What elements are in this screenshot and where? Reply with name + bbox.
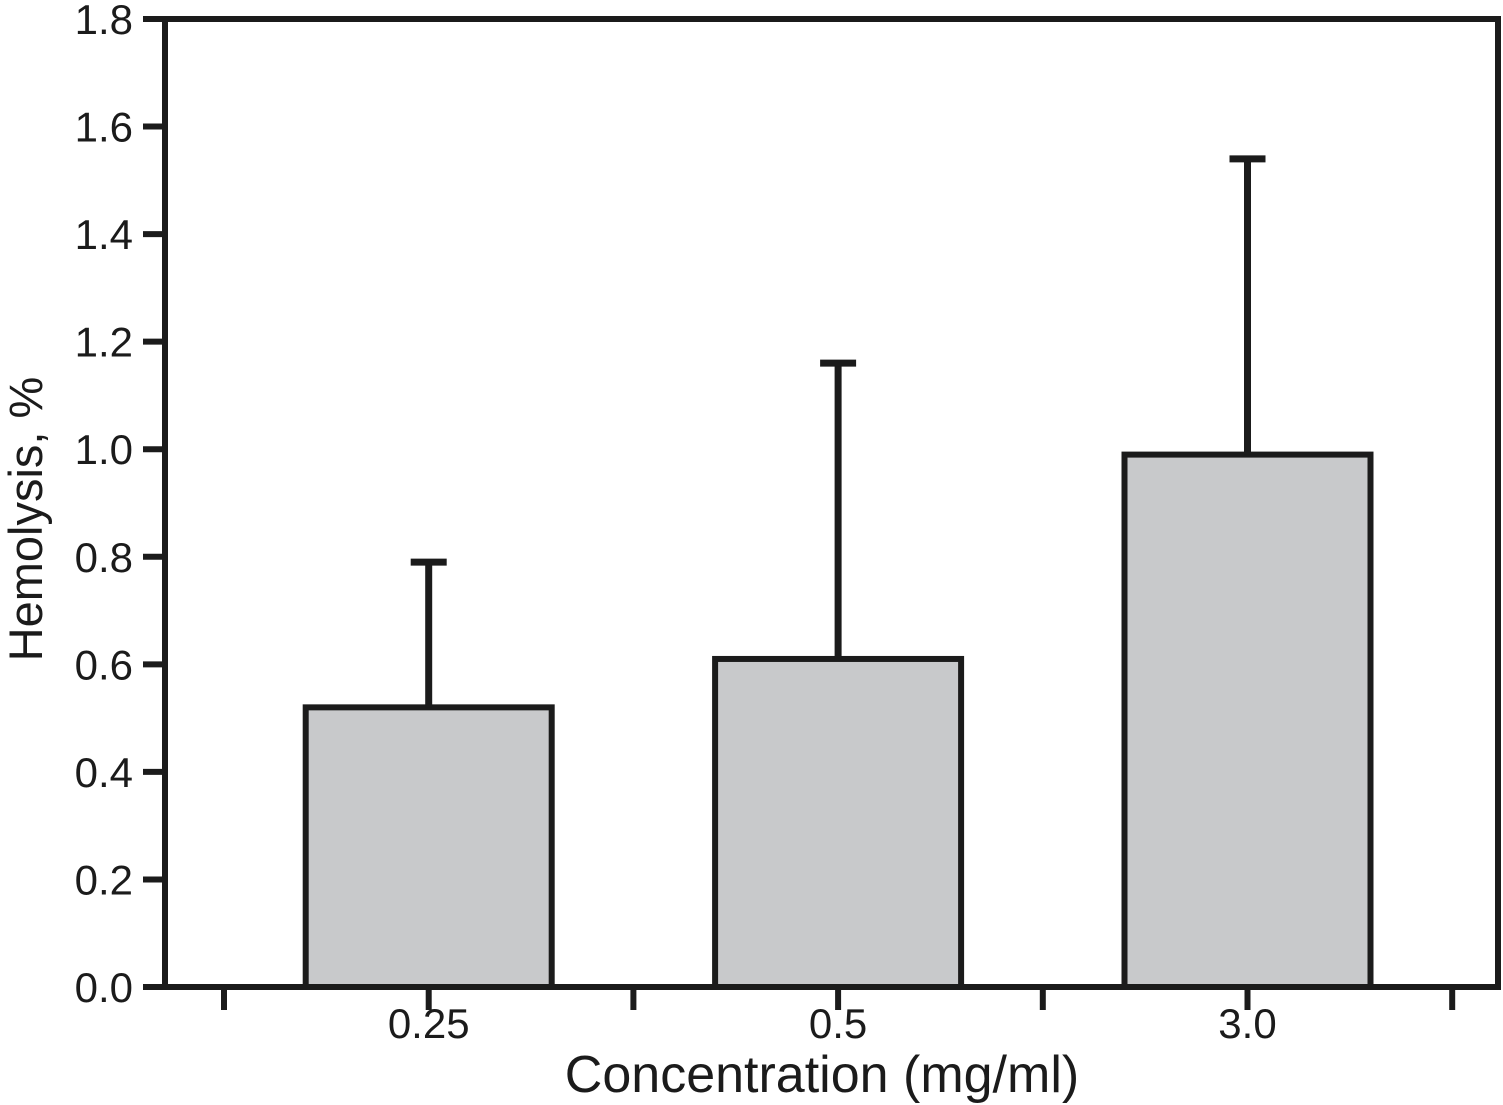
y-axis-tick-label: 0.0 bbox=[75, 964, 133, 1011]
x-axis-title: Concentration (mg/ml) bbox=[565, 1046, 1079, 1104]
error-bars-layer bbox=[410, 155, 1266, 708]
y-axis-tick-label: 1.8 bbox=[75, 0, 133, 43]
x-axis-tick-label: 0.5 bbox=[809, 1000, 867, 1047]
bar bbox=[1121, 451, 1374, 991]
y-axis-tick-label: 0.4 bbox=[75, 749, 133, 796]
x-axis-tick-label: 0.25 bbox=[388, 1000, 470, 1047]
y-axis-tick-label: 1.6 bbox=[75, 104, 133, 151]
y-axis-tick-label: 1.0 bbox=[75, 426, 133, 473]
y-axis-tick-label: 0.8 bbox=[75, 534, 133, 581]
y-axis-tick-label: 1.2 bbox=[75, 319, 133, 366]
plot-border bbox=[162, 16, 1501, 990]
bar bbox=[302, 704, 555, 990]
y-axis-tick-label: 1.4 bbox=[75, 211, 133, 258]
y-axis-title: Hemolysis, % bbox=[0, 377, 52, 662]
tick-labels-layer: 0.0 0.2 0.4 0.6 0.8 1.0 1.2 1.4 1.6 1.8 0.25 0.5 3.0 bbox=[75, 0, 1277, 1047]
axes-layer bbox=[143, 16, 1501, 1010]
y-axis-tick-label: 0.2 bbox=[75, 856, 133, 903]
y-axis-tick-label: 0.6 bbox=[75, 641, 133, 688]
bar bbox=[712, 655, 965, 990]
x-axis-tick-label: 3.0 bbox=[1218, 1000, 1276, 1047]
